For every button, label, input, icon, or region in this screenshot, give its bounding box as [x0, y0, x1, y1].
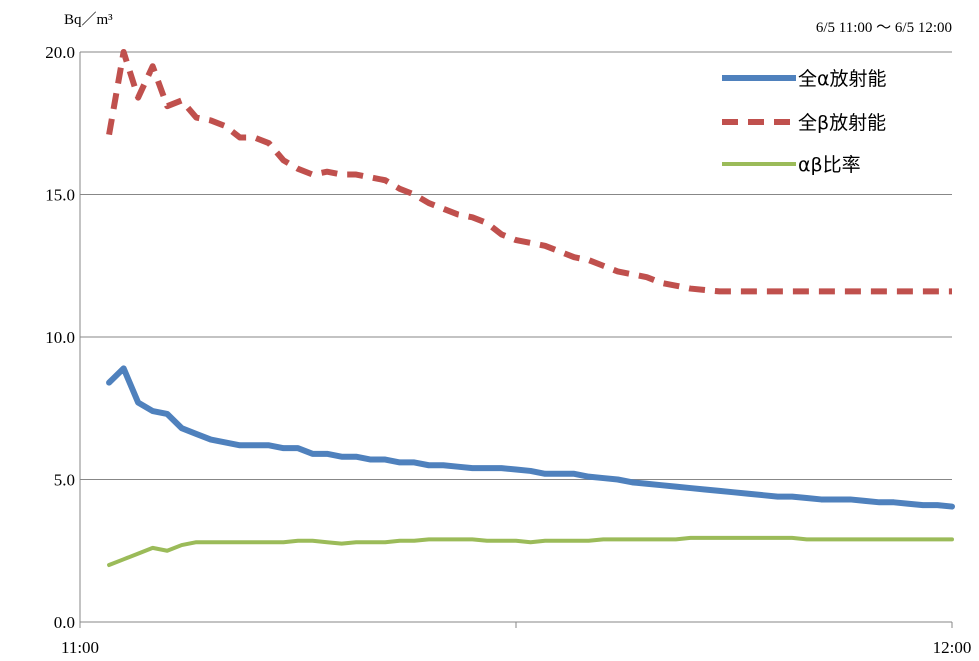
series-line-2 — [107, 535, 954, 567]
axis-labels: 0.0 5.0 10.0 15.0 20.0 11:00 12:00 — [45, 43, 971, 657]
grid-lines — [80, 51, 952, 480]
legend-label-2: αβ比率 — [798, 154, 861, 176]
axes — [79, 52, 953, 628]
x-tick-label: 11:00 — [61, 638, 99, 657]
legend-label-0: 全α放射能 — [798, 68, 887, 90]
y-tick-label: 15.0 — [45, 186, 75, 205]
x-tick-label: 12:00 — [933, 638, 972, 657]
y-tick-label: 20.0 — [45, 43, 75, 62]
y-tick-label: 10.0 — [45, 328, 75, 347]
legend-label-1: 全β放射能 — [798, 112, 886, 134]
series-line-0 — [106, 365, 955, 510]
y-tick-label: 0.0 — [54, 613, 75, 632]
series-lines — [106, 49, 955, 567]
y-axis-unit-label: Bq／m³ — [64, 11, 113, 28]
y-tick-label: 5.0 — [54, 471, 75, 490]
time-range-label: 6/5 11:00 ～ 6/5 12:00 — [816, 20, 952, 36]
